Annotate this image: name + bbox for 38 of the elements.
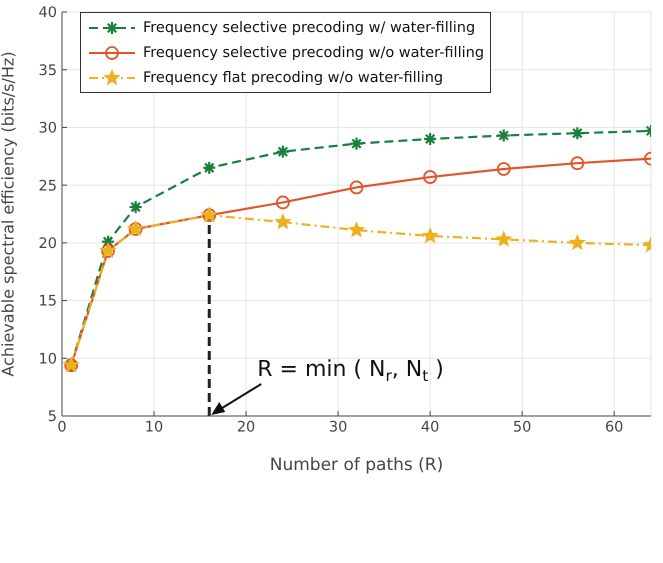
point — [423, 132, 438, 146]
legend-label: Frequency selective precoding w/ water-filling — [143, 20, 476, 36]
point — [496, 128, 511, 143]
x-tick-label: 10 — [144, 419, 164, 436]
point — [202, 160, 216, 175]
ref-line-label: R = min ( N$_{r}$, N$_{t}$ ) — [257, 357, 444, 385]
y-tick-label: 15 — [38, 294, 57, 310]
x-tick-label: 50 — [512, 419, 532, 436]
point — [348, 222, 365, 238]
point — [274, 214, 291, 229]
x-tick-label: 30 — [328, 419, 348, 436]
x-tick-label: 20 — [236, 419, 256, 436]
point — [349, 136, 364, 151]
y-tick-label: 20 — [38, 236, 57, 252]
point — [128, 200, 143, 214]
point — [569, 234, 586, 250]
x-axis-title: Number of paths (R) — [270, 455, 444, 475]
x-tick-label: 40 — [420, 419, 440, 436]
point — [423, 170, 438, 184]
x-tick-label: 60 — [604, 419, 624, 436]
point — [276, 196, 290, 210]
point — [276, 144, 290, 159]
y-tick-label: 5 — [48, 409, 57, 426]
y-tick-label: 40 — [38, 5, 57, 22]
point — [570, 126, 584, 140]
legend-label: Frequency selective precoding w/o water-filling — [143, 44, 484, 60]
y-axis-title: Achievable spectral efficiency (bits/s/Hz) — [0, 51, 18, 377]
point — [496, 162, 511, 176]
y-tick-label: 25 — [38, 178, 57, 194]
point — [422, 228, 438, 243]
x-tick-label: 0 — [57, 419, 67, 436]
point — [570, 156, 584, 170]
y-tick-label: 10 — [38, 351, 57, 368]
y-tick-label: 35 — [38, 62, 57, 79]
legend-label: Frequency flat precoding w/o water-filling — [143, 70, 444, 86]
y-tick-label: 30 — [38, 120, 57, 137]
point — [496, 230, 512, 246]
point — [350, 180, 364, 194]
